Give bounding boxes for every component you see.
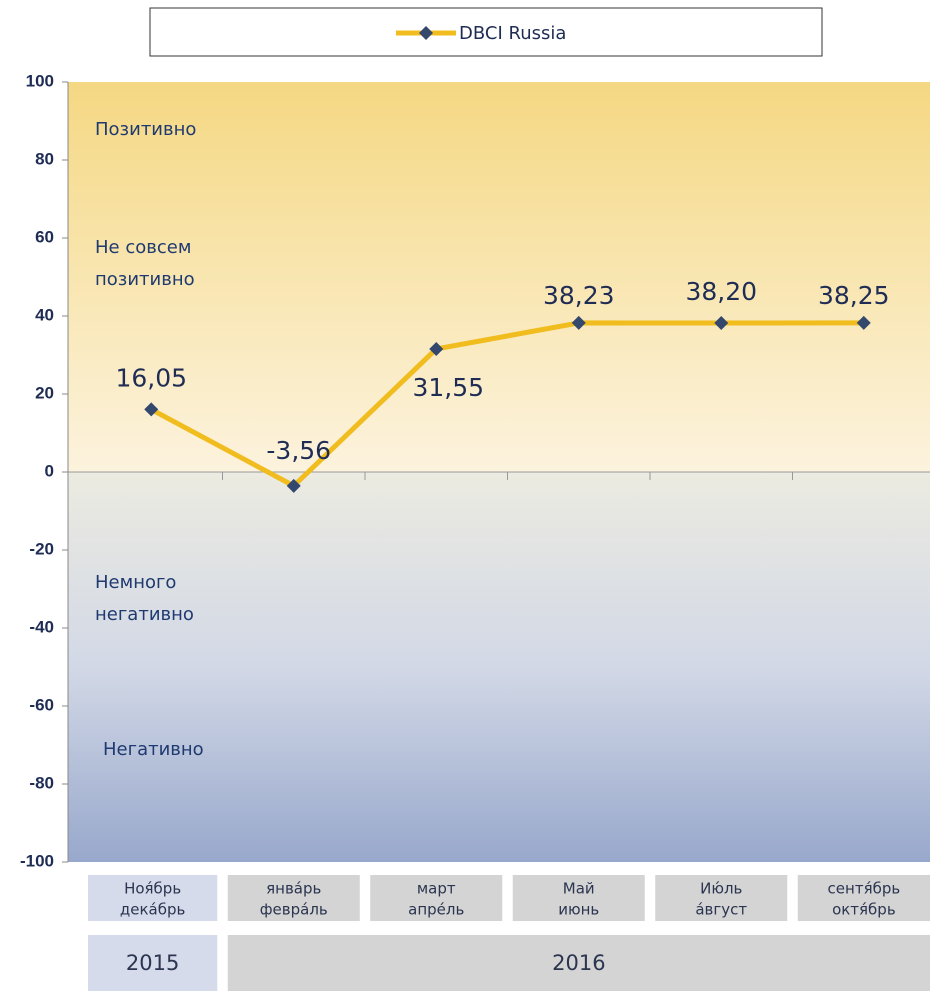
marker [856, 315, 871, 330]
y-tick-label: 60 [35, 227, 54, 246]
x-tick-label: октя́брь [832, 901, 896, 919]
year-box [88, 935, 218, 991]
year-label: 2016 [552, 951, 605, 975]
category-box [512, 875, 645, 921]
x-tick-label: апре́ль [408, 901, 464, 919]
marker [286, 478, 301, 493]
x-tick-label: а́вгуст [695, 901, 747, 919]
x-tick-label: дека́брь [120, 901, 185, 919]
zone-label: негативно [95, 604, 194, 625]
data-label: 38,25 [818, 281, 890, 310]
marker [144, 402, 159, 417]
x-tick-label: сентя́брь [828, 880, 901, 898]
positive-zone [68, 82, 930, 472]
data-label: 38,20 [685, 277, 757, 306]
data-label: -3,56 [266, 436, 331, 465]
x-tick-label: Май [563, 880, 595, 898]
legend-label: DBCI Russia [459, 23, 566, 44]
year-box [227, 935, 930, 991]
category-box [797, 875, 930, 921]
y-tick-label: 80 [35, 149, 54, 168]
zone-label: Немного [95, 572, 176, 593]
x-tick-label: июнь [558, 901, 599, 919]
category-box [227, 875, 360, 921]
data-label: 31,55 [412, 373, 484, 402]
zone-label: Позитивно [95, 119, 196, 140]
marker [714, 316, 729, 331]
x-tick-label: февра́ль [260, 901, 328, 919]
y-tick-label: -20 [29, 539, 54, 558]
marker [571, 315, 586, 330]
category-box [88, 875, 218, 921]
y-tick-label: 100 [26, 71, 54, 90]
x-tick-label: Ноя́брь [124, 880, 181, 898]
y-tick-label: 0 [45, 461, 54, 480]
series-line [150, 320, 864, 489]
y-tick-label: -80 [29, 773, 54, 792]
x-tick-label: Ию́ль [700, 880, 742, 898]
data-label: 38,23 [543, 281, 615, 310]
y-tick-label: 20 [35, 383, 54, 402]
zone-label: позитивно [95, 269, 195, 290]
category-box [370, 875, 503, 921]
zone-label: Не совсем [95, 237, 191, 258]
x-tick-label: март [417, 880, 456, 898]
zone-label: Негативно [103, 739, 204, 760]
y-tick-label: -100 [20, 851, 54, 870]
data-label: 16,05 [115, 363, 187, 392]
legend-marker [419, 26, 433, 40]
y-tick-label: -60 [29, 695, 54, 714]
category-box [655, 875, 788, 921]
year-label: 2015 [126, 951, 179, 975]
negative-zone [68, 472, 930, 862]
legend-box [149, 7, 823, 57]
y-tick-label: -40 [29, 617, 54, 636]
x-tick-label: янва́рь [266, 880, 321, 898]
y-tick-label: 40 [35, 305, 54, 324]
marker [429, 341, 444, 356]
